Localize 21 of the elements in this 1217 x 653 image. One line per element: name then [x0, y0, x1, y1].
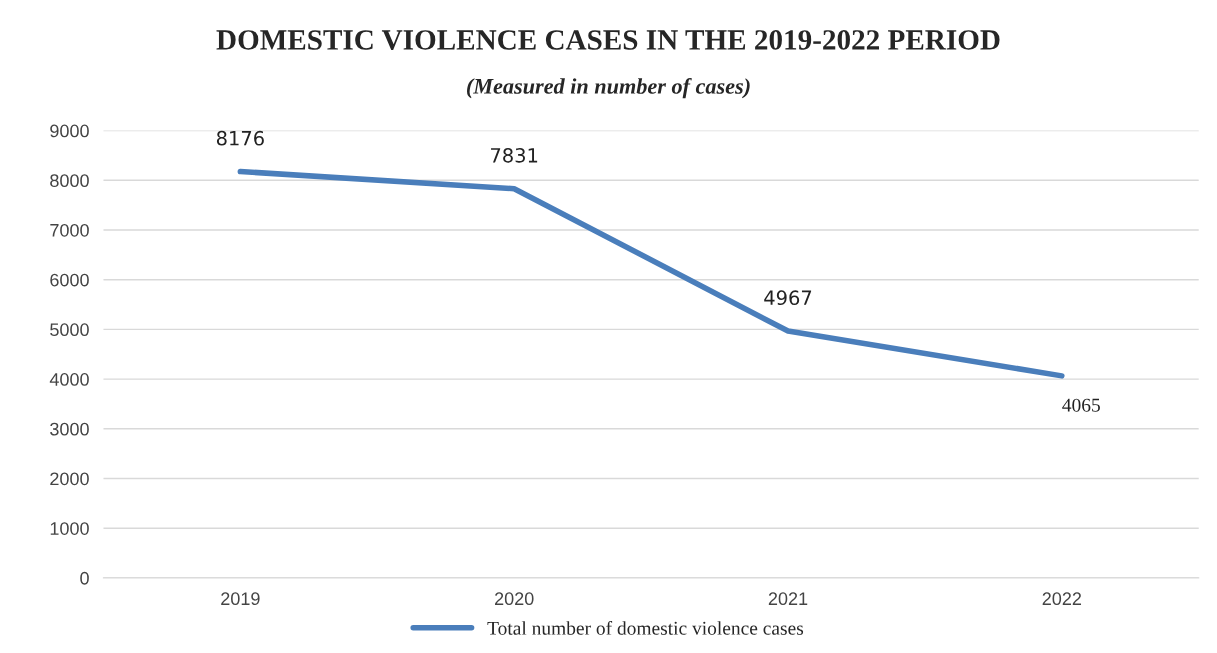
y-tick-label: 2000	[50, 472, 89, 486]
data-label: 8176	[216, 130, 264, 146]
y-tick-label: 9000	[50, 124, 89, 138]
x-tick-label: 2020	[495, 592, 534, 606]
data-label: 4065	[1062, 398, 1100, 412]
x-tick-label: 2022	[1042, 592, 1082, 606]
data-label: 4967	[764, 290, 812, 306]
y-tick-label: 4000	[49, 373, 89, 386]
y-tick-label: 8000	[50, 174, 89, 188]
data-label: 7831	[491, 148, 538, 163]
y-tick-label: 5000	[50, 323, 89, 337]
y-tick-label: 1000	[50, 522, 89, 535]
y-tick-label: 0	[80, 571, 89, 585]
chart-subtitle: (Measured in number of cases)	[467, 77, 750, 99]
legend-label: Total number of domestic violence cases	[487, 620, 804, 635]
y-tick-label: 6000	[50, 273, 89, 287]
y-tick-label: 3000	[50, 422, 89, 436]
x-tick-label: 2019	[221, 592, 260, 606]
y-tick-label: 7000	[50, 223, 89, 237]
chart-title: DOMESTIC VIOLENCE CASES IN THE 2019-2022 PERIOD	[216, 30, 1000, 50]
x-tick-label: 2021	[768, 592, 808, 606]
